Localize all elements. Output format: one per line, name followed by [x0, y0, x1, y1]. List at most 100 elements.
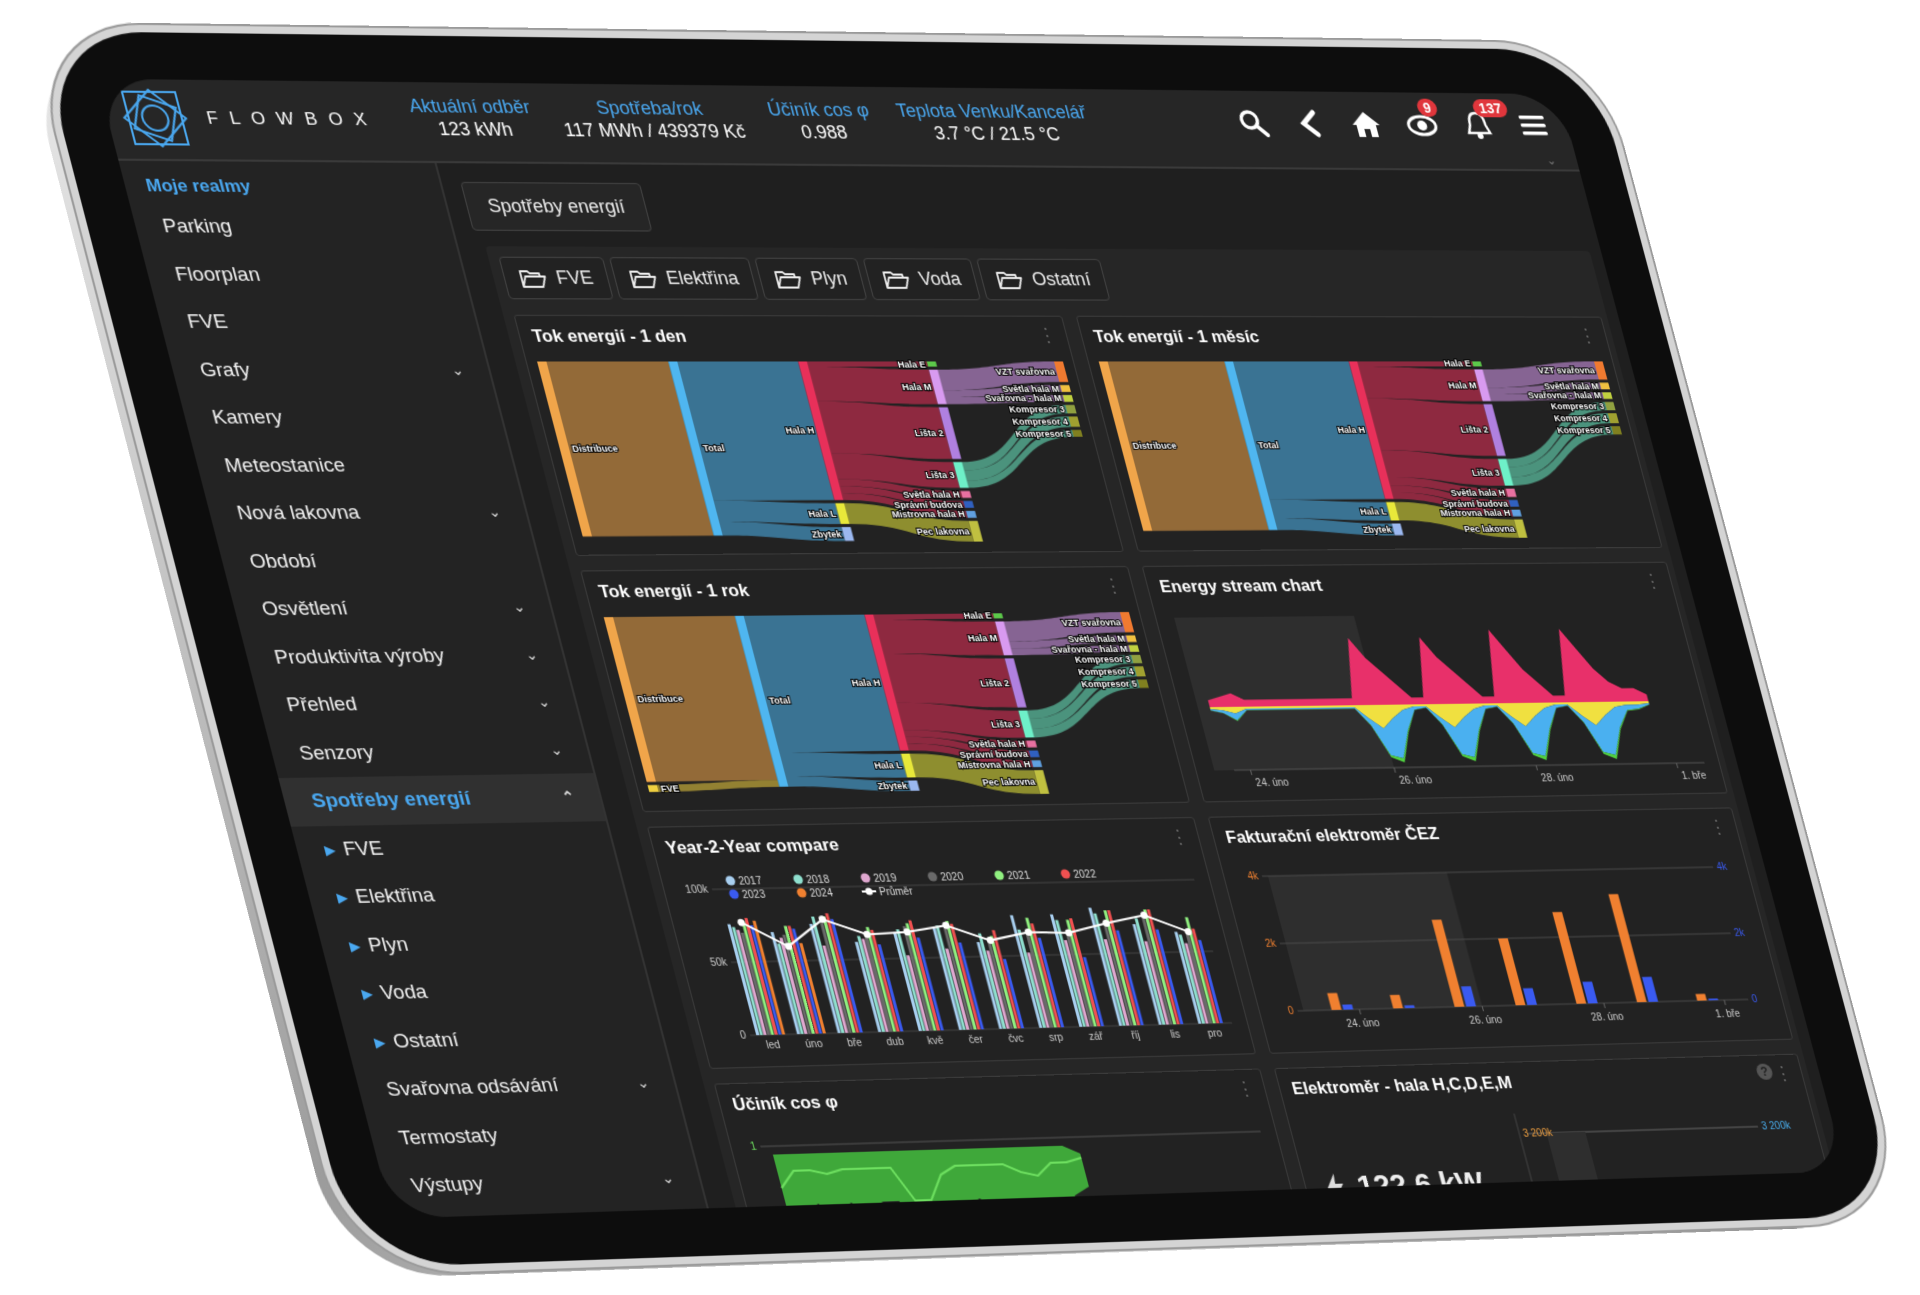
home-icon[interactable]: [1346, 108, 1385, 140]
folder-tab[interactable]: Elektřina: [608, 257, 760, 300]
sankey-node-label: Total: [768, 696, 792, 707]
panel-title: Účiník cos φ: [730, 1091, 841, 1115]
year-compare-chart: 0 50k 100k led úno bře dub kvě čer čvc srp zář říj li…: [684, 869, 1247, 1051]
sidebar-item[interactable]: Nová lakovna ⌄: [204, 488, 532, 538]
sankey-link: [874, 618, 1004, 657]
panel-tok-energii-1-rok: Tok energií - 1 rok ⋮ Distribuce FVE Total…: [580, 566, 1191, 813]
chevron-down-icon[interactable]: ⌄: [485, 503, 503, 520]
sankey-node-label: Pec lakovna: [916, 527, 972, 538]
chevron-down-icon[interactable]: ⌄: [510, 598, 528, 615]
sidebar-item[interactable]: ▶ FVE: [291, 821, 618, 875]
folder-tab[interactable]: Ostatní: [976, 258, 1111, 301]
chevron-down-icon[interactable]: ⌄: [547, 740, 565, 758]
sidebar-item[interactable]: Období: [216, 536, 544, 586]
sidebar-item[interactable]: ▶ Elektřina: [303, 868, 630, 922]
back-icon[interactable]: [1290, 107, 1330, 139]
sankey-node: [960, 490, 972, 498]
sankey-node-label: Mistrovna hala H: [1440, 509, 1512, 520]
kebab-menu-icon[interactable]: ⋮: [1641, 570, 1664, 591]
sidebar-item-label: Grafy: [197, 358, 253, 381]
sankey-node-label: Lišta 3: [1471, 468, 1502, 478]
x-tick-label: zář: [1088, 1031, 1105, 1043]
folder-label: FVE: [553, 267, 596, 289]
chevron-down-icon[interactable]: ⌄: [659, 1169, 676, 1187]
sankey-node-label: Total: [1257, 441, 1280, 451]
chevron-down-icon[interactable]: ⌄: [1544, 153, 1558, 168]
sidebar-item[interactable]: Spotřeby energií ⌃: [278, 773, 606, 827]
kebab-menu-icon[interactable]: ⋮: [1771, 1062, 1795, 1084]
sankey-node-label: Total: [702, 444, 726, 455]
sankey-node: [1060, 385, 1071, 392]
chevron-down-icon[interactable]: ⌄: [634, 1073, 652, 1091]
sankey-node-label: Mistrovna hala H: [891, 510, 966, 521]
x-tick-label: 26. úno: [1398, 775, 1433, 787]
sankey-node-label: Hala L: [1359, 507, 1388, 517]
sidebar-item-label: Elektřina: [353, 884, 437, 909]
sidebar-item[interactable]: Floorplan: [142, 251, 470, 300]
folder-tab[interactable]: Plyn: [754, 257, 868, 301]
sidebar-item[interactable]: Senzory ⌄: [266, 726, 593, 778]
folder-tab[interactable]: FVE: [498, 256, 614, 300]
x-tick-label: čvc: [1007, 1033, 1026, 1045]
stat-label: Aktuální odběr: [406, 95, 533, 118]
search-icon[interactable]: [1233, 107, 1273, 139]
legend-marker: [864, 887, 874, 896]
sankey-link: [817, 401, 953, 460]
sankey-node: [992, 613, 1004, 619]
folder-open-icon: [627, 268, 659, 289]
kebab-menu-icon[interactable]: ⋮: [1101, 575, 1125, 596]
help-icon[interactable]: ?: [1754, 1063, 1775, 1080]
sidebar-item[interactable]: Meteostanice: [191, 441, 519, 490]
stat-label: Účiník cos φ: [765, 99, 872, 121]
bar: [1498, 938, 1526, 1006]
sankey-node-label: Kompresor 3: [1074, 655, 1132, 666]
sankey-node-label: Distribuce: [636, 694, 685, 705]
x-tick-label: 1. bře: [1714, 1008, 1741, 1020]
bar: [1342, 1004, 1354, 1010]
sidebar-item[interactable]: Parking: [129, 203, 457, 252]
sankey-node-label: FVE: [660, 783, 681, 794]
sankey-link: [883, 652, 1018, 710]
logo[interactable]: FLOWBOX: [114, 87, 385, 150]
sidebar-item[interactable]: Grafy ⌄: [167, 346, 495, 394]
hamburger-menu-icon[interactable]: [1514, 110, 1553, 142]
kebab-menu-icon[interactable]: ⋮: [1706, 816, 1729, 837]
sidebar-item[interactable]: Kamery: [179, 394, 507, 442]
sankey-links: [613, 612, 1153, 796]
legend-marker: [1059, 869, 1072, 879]
sidebar-item[interactable]: ▶ Ostatní: [341, 1011, 668, 1067]
sidebar-item[interactable]: FVE: [154, 298, 482, 346]
sidebar-item[interactable]: Produktivita výroby ⌄: [241, 631, 569, 682]
folder-tab[interactable]: Voda: [862, 258, 982, 301]
sidebar-item[interactable]: ▶ Plyn: [316, 916, 643, 971]
sidebar-item-label: Kamery: [209, 406, 285, 429]
x-tick-label: 24. úno: [1255, 777, 1291, 789]
kebab-menu-icon[interactable]: ⋮: [1035, 324, 1059, 346]
y-tick-label: 0: [739, 1030, 748, 1042]
y-right-tick-label: 2k: [1733, 928, 1747, 939]
legend-marker: [993, 870, 1005, 881]
bell-icon[interactable]: 137: [1458, 99, 1510, 141]
sidebar-item-label: Plyn: [365, 933, 411, 957]
power-factor-chart: 1: [749, 1111, 1313, 1219]
sidebar-item[interactable]: Přehled ⌄: [253, 678, 581, 730]
sidebar-item[interactable]: Výstupy ⌄: [378, 1154, 705, 1212]
sankey-node: [1126, 635, 1137, 643]
eye-icon[interactable]: 9: [1402, 98, 1441, 140]
sidebar-item[interactable]: Osvětlení ⌄: [229, 583, 557, 634]
chevron-up-icon[interactable]: ⌃: [560, 788, 577, 806]
chevron-down-icon[interactable]: ⌄: [448, 360, 466, 378]
weekend-band: [1267, 872, 1483, 1011]
sankey-node-label: Hala H: [785, 426, 816, 437]
sidebar-item[interactable]: ▶ Voda: [328, 963, 655, 1018]
sankey-node-label: Kompresor 4: [1553, 414, 1609, 424]
breadcrumb-tab[interactable]: Spotřeby energií: [460, 181, 653, 232]
triangle-right-icon: ▶: [347, 937, 363, 954]
chevron-down-icon[interactable]: ⌄: [522, 645, 540, 663]
app-screen: FLOWBOX Aktuální odběr 123 kWh Spotřeba/ro…: [97, 78, 1846, 1219]
x-tick: [1251, 770, 1252, 775]
kebab-menu-icon[interactable]: ⋮: [1167, 826, 1191, 848]
kebab-menu-icon[interactable]: ⋮: [1575, 325, 1599, 346]
chevron-down-icon[interactable]: ⌄: [535, 693, 552, 710]
kebab-menu-icon[interactable]: ⋮: [1233, 1078, 1257, 1100]
